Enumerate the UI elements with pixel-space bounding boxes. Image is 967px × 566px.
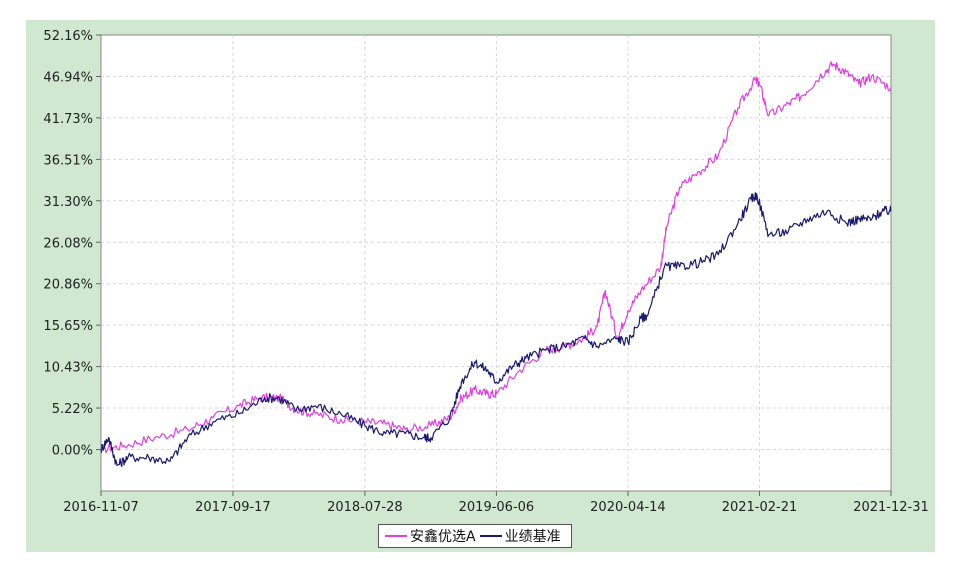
y-tick-label: 20.86% (43, 278, 93, 293)
x-tick-label: 2021-02-21 (722, 500, 798, 515)
x-tick-label: 2017-09-17 (195, 500, 271, 515)
legend-swatch-series-1 (385, 535, 407, 537)
legend-item-series-2: 业绩基准 (479, 526, 561, 546)
x-tick-label: 2016-11-07 (63, 500, 139, 515)
grid-lines (101, 35, 891, 491)
x-tick-label: 2018-07-28 (327, 500, 403, 515)
y-tick-label: 0.00% (52, 444, 93, 459)
x-tick-label: 2021-12-31 (853, 500, 929, 515)
line-chart: 52.16% 46.94% 41.73% 36.51% 31.30% 26.08% 20.8… (43, 29, 929, 515)
y-tick-label: 52.16% (43, 29, 93, 44)
legend: 安鑫优选A 业绩基准 (378, 524, 572, 548)
y-tick-label: 10.43% (43, 361, 93, 376)
y-tick-label: 15.65% (43, 319, 93, 334)
y-tick-label: 46.94% (43, 70, 93, 85)
y-tick-label: 5.22% (52, 402, 93, 417)
legend-swatch-series-2 (479, 535, 502, 537)
x-tick-label: 2020-04-14 (590, 500, 666, 515)
series-line-2 (100, 192, 892, 467)
y-tick-label: 26.08% (43, 236, 93, 251)
series-lines (100, 61, 892, 467)
x-axis: 2016-11-07 2017-09-17 2018-07-28 2019-06-06… (63, 491, 929, 515)
x-tick-label: 2019-06-06 (459, 500, 535, 515)
legend-item-series-1: 安鑫优选A (385, 526, 476, 546)
y-tick-label: 31.30% (43, 195, 93, 210)
legend-label-series-1: 安鑫优选A (410, 529, 476, 545)
y-axis: 52.16% 46.94% 41.73% 36.51% 31.30% 26.08% 20.8… (43, 29, 101, 459)
y-tick-label: 36.51% (43, 153, 93, 168)
chart-frame: 52.16% 46.94% 41.73% 36.51% 31.30% 26.08% 20.8… (26, 20, 935, 552)
legend-label-series-2: 业绩基准 (504, 529, 561, 545)
y-tick-label: 41.73% (43, 112, 93, 127)
